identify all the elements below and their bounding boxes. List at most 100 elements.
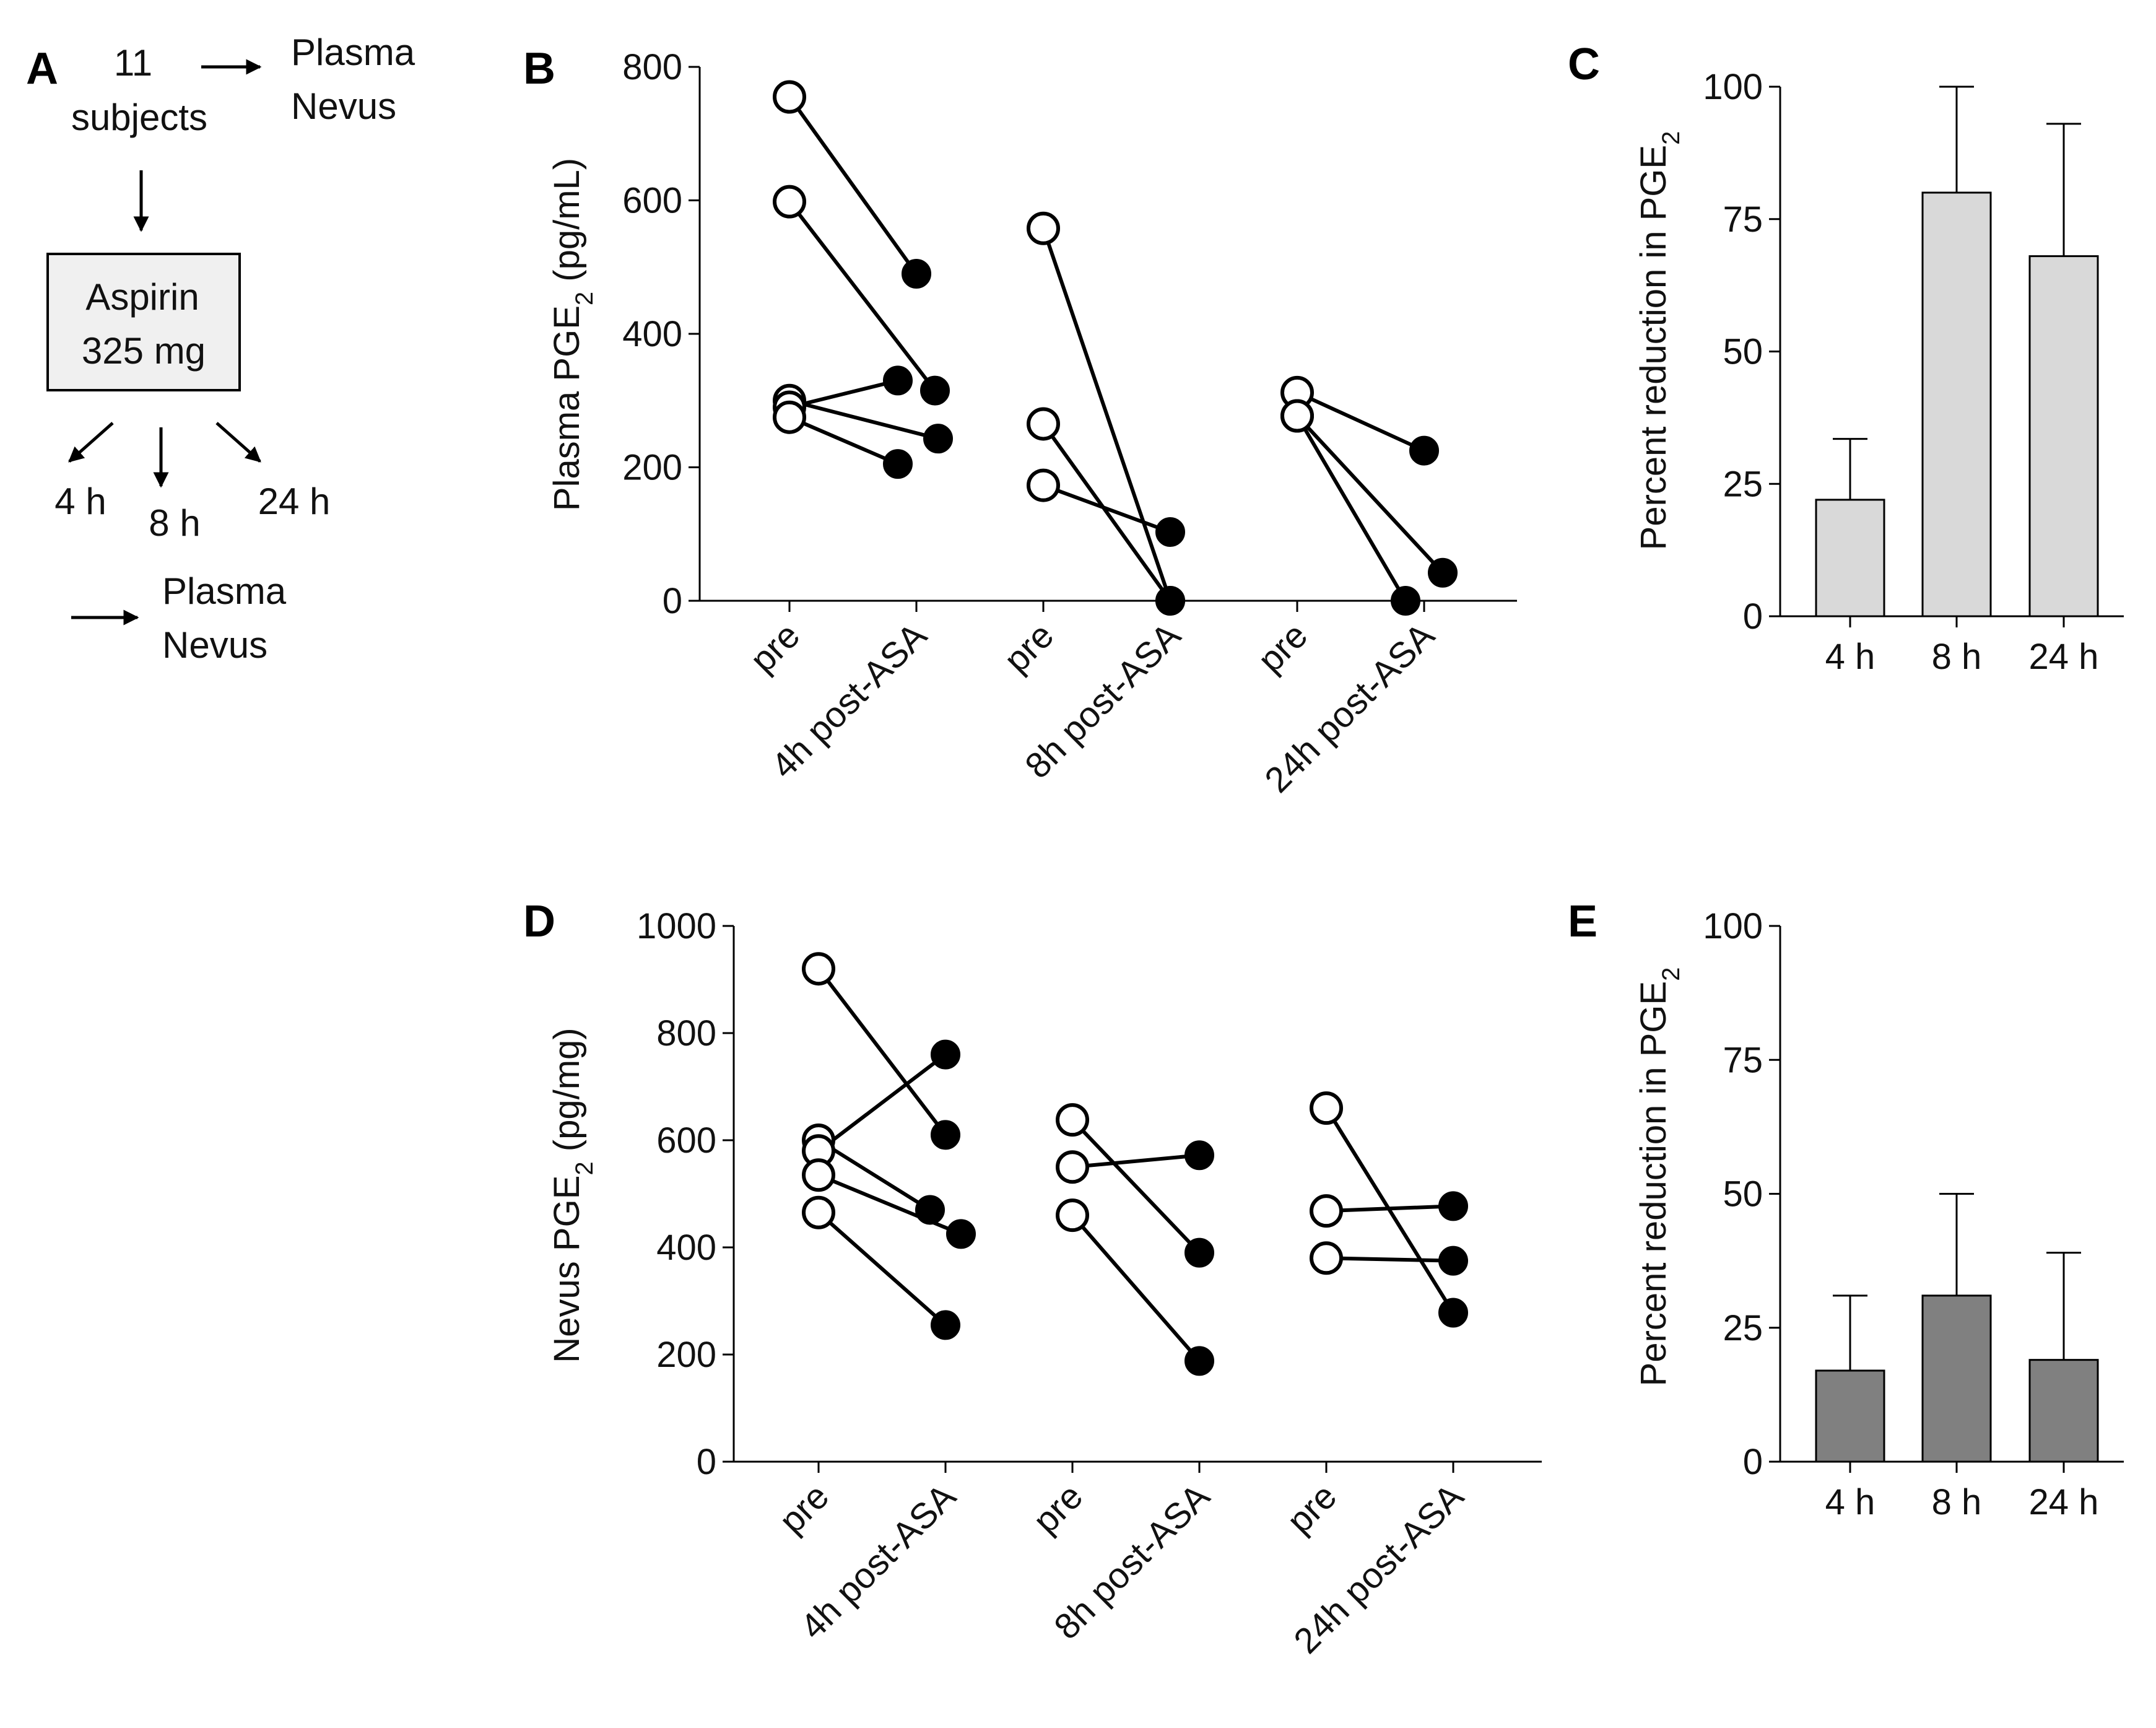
panel-b-post-point bbox=[920, 375, 950, 406]
panel-c-x-tick-label: 8 h bbox=[1932, 637, 1982, 677]
panel-d-y-tick-label: 1000 bbox=[637, 906, 716, 946]
panel-b-y-tick-label: 0 bbox=[663, 581, 682, 621]
baseline-nevus-label: Nevus bbox=[291, 85, 396, 127]
aspirin-dose: 325 mg bbox=[82, 330, 206, 372]
panel-e-bar bbox=[1921, 1294, 1992, 1463]
panel-b-x-tick-label: pre bbox=[996, 615, 1061, 680]
panel-d-pre-point bbox=[1056, 1150, 1089, 1184]
panel-b-pair-line bbox=[1296, 391, 1425, 453]
panel-letter-b: B bbox=[523, 44, 555, 94]
panel-b-post-point bbox=[1428, 557, 1458, 588]
panel-b-post-point bbox=[1391, 586, 1420, 616]
panel-d-post-point bbox=[931, 1310, 960, 1340]
panel-d-post-point bbox=[931, 1120, 960, 1150]
panel-d-post-point bbox=[1438, 1246, 1468, 1276]
panel-b-pre-point bbox=[773, 400, 806, 434]
panel-d-pre-point bbox=[802, 1158, 835, 1192]
panel-c-bar bbox=[1815, 499, 1885, 617]
panel-d-post-point bbox=[1184, 1346, 1214, 1376]
panel-d-pre-point bbox=[1056, 1103, 1089, 1137]
panel-b-pair-line bbox=[1041, 227, 1172, 601]
panel-d-y-axis-title: Nevus PGE2 (pg/mg) bbox=[547, 1028, 598, 1363]
panel-e-y-axis-title: Percent reduction in PGE2 bbox=[1633, 967, 1685, 1387]
panel-b-pair-line bbox=[1041, 422, 1172, 602]
panel-e-bar bbox=[2028, 1359, 2099, 1463]
aspirin-label: Aspirin bbox=[85, 276, 199, 318]
timepoint-24h: 24 h bbox=[258, 481, 331, 522]
panel-d-nevus-chart: D Nevus PGE2 (pg/mg) 0 200 400 600 800 1000 pr… bbox=[523, 897, 1542, 1661]
panel-d-pair-line bbox=[817, 967, 947, 1137]
subjects-label: subjects bbox=[71, 97, 207, 138]
panel-b-pair-line bbox=[788, 415, 899, 466]
panel-d-post-point bbox=[915, 1195, 945, 1225]
panel-d-pair-line bbox=[1071, 1214, 1201, 1363]
panel-b-x-tick-label: pre bbox=[742, 615, 807, 680]
panel-d-y-tick-label: 400 bbox=[656, 1228, 716, 1268]
timepoint-8h: 8 h bbox=[149, 502, 200, 544]
panel-letter-a: A bbox=[26, 44, 58, 94]
panel-d-pair-line bbox=[1326, 1204, 1454, 1213]
panel-letter-e: E bbox=[1568, 897, 1597, 946]
panel-e-nevus-reduction-chart: E Percent reduction in PGE2 0 25 50 75 100 4 … bbox=[1568, 897, 2124, 1522]
arrow-24h bbox=[215, 422, 261, 463]
followup-plasma-label: Plasma bbox=[162, 570, 287, 612]
panel-c-y-tick-label: 100 bbox=[1703, 67, 1763, 107]
panel-c-x-tick-label: 24 h bbox=[2029, 637, 2099, 677]
panel-d-pair-line bbox=[1324, 1107, 1455, 1314]
panel-c-y-tick-label: 0 bbox=[1743, 596, 1763, 637]
panel-letter-d: D bbox=[523, 897, 555, 946]
panel-d-pair-line bbox=[817, 1138, 931, 1211]
panel-b-pair-line bbox=[789, 398, 939, 441]
panel-e-y-tick-label: 50 bbox=[1723, 1174, 1763, 1215]
panel-d-pre-point bbox=[1310, 1194, 1343, 1228]
panel-b-pre-point bbox=[1027, 407, 1060, 441]
panel-c-plasma-reduction-chart: C Percent reduction in PGE2 0 25 50 75 100 4 … bbox=[1568, 40, 2124, 677]
panel-d-pair-line bbox=[1326, 1256, 1454, 1263]
panel-b-pre-point bbox=[773, 185, 806, 219]
panel-b-post-point bbox=[1155, 517, 1185, 548]
panel-d-x-tick-label: pre bbox=[1025, 1476, 1090, 1541]
panel-b-post-point bbox=[923, 424, 953, 454]
panel-d-y-tick-label: 800 bbox=[656, 1013, 716, 1054]
panel-e-bar bbox=[1815, 1369, 1885, 1463]
panel-d-post-point bbox=[1438, 1298, 1468, 1328]
panel-c-bar bbox=[2028, 255, 2099, 617]
panel-b-plasma-chart: B Plasma PGE2 (pg/mL) 0200400600800pre4h… bbox=[523, 44, 1517, 800]
panel-e-y-tick-label: 0 bbox=[1743, 1442, 1763, 1482]
panel-b-y-tick-label: 600 bbox=[622, 181, 682, 221]
panel-d-pair-line bbox=[817, 1211, 947, 1327]
panel-letter-c: C bbox=[1568, 40, 1600, 89]
panel-d-pair-line bbox=[1071, 1119, 1201, 1254]
panel-c-bar bbox=[1921, 191, 1992, 617]
panel-b-pair-line bbox=[788, 200, 937, 392]
panel-b-pair-line bbox=[788, 95, 918, 275]
timepoint-4h: 4 h bbox=[54, 481, 106, 522]
panel-b-pre-point bbox=[773, 80, 806, 114]
panel-d-pre-point bbox=[802, 952, 835, 986]
panel-d-pair-line bbox=[1072, 1153, 1200, 1169]
panel-e-x-tick-label: 8 h bbox=[1932, 1482, 1982, 1522]
panel-e-x-tick-label: 24 h bbox=[2029, 1482, 2099, 1522]
panel-c-y-tick-label: 75 bbox=[1723, 199, 1763, 240]
panel-d-y-tick-label: 0 bbox=[697, 1442, 716, 1482]
panel-d-post-point bbox=[1184, 1140, 1214, 1171]
panel-d-pre-point bbox=[802, 1195, 835, 1229]
panel-a-flow-diagram: A 11 subjects Plasma Nevus Aspirin 325 m… bbox=[26, 32, 415, 666]
panel-c-y-axis-title: Percent reduction in PGE2 bbox=[1633, 131, 1685, 551]
panel-c-x-tick-label: 4 h bbox=[1825, 637, 1876, 677]
panel-b-pre-point bbox=[1027, 211, 1060, 245]
panel-e-y-tick-label: 100 bbox=[1703, 906, 1763, 946]
panel-d-pre-point bbox=[1310, 1241, 1343, 1275]
subject-count: 11 bbox=[114, 42, 152, 84]
panel-b-y-axis-title: Plasma PGE2 (pg/mL) bbox=[547, 158, 598, 511]
panel-b-pair-line bbox=[1295, 415, 1407, 602]
panel-d-post-point bbox=[1184, 1237, 1214, 1268]
panel-b-pair-line bbox=[1042, 483, 1171, 534]
panel-d-y-tick-label: 600 bbox=[656, 1120, 716, 1161]
panel-b-pair-line bbox=[789, 378, 898, 409]
panel-d-pair-line bbox=[817, 1173, 962, 1236]
panel-b-y-tick-label: 400 bbox=[622, 314, 682, 354]
panel-d-y-tick-label: 200 bbox=[656, 1335, 716, 1375]
panel-d-x-tick-label: pre bbox=[772, 1476, 837, 1541]
